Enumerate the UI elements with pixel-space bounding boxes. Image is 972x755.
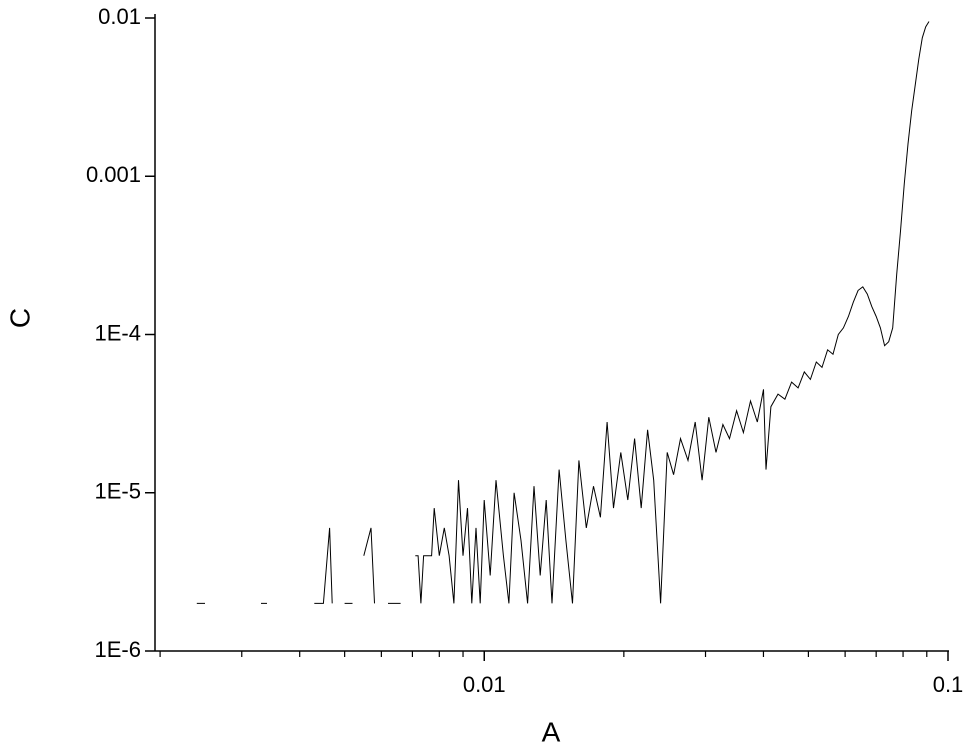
y-tick-label: 1E-4	[95, 320, 141, 345]
y-axis-title: C	[4, 308, 35, 328]
x-tick-label: 0.1	[933, 672, 964, 697]
y-tick-label: 1E-6	[95, 637, 141, 662]
y-tick-label: 0.01	[98, 4, 141, 29]
y-tick-label: 0.001	[86, 162, 141, 187]
x-axis-title: A	[542, 716, 561, 747]
y-tick-label: 1E-5	[95, 479, 141, 504]
x-tick-label: 0.01	[463, 672, 506, 697]
data-line	[196, 21, 930, 604]
